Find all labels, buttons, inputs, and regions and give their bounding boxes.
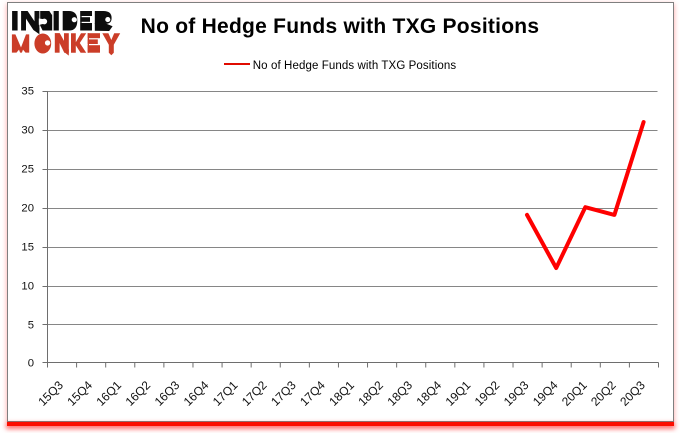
svg-text:0: 0 (28, 358, 34, 370)
svg-text:16Q1: 16Q1 (94, 378, 125, 409)
svg-text:16Q2: 16Q2 (123, 378, 154, 409)
svg-text:20Q1: 20Q1 (559, 378, 590, 409)
svg-text:19Q1: 19Q1 (443, 378, 474, 409)
svg-text:15: 15 (21, 242, 34, 254)
svg-text:25: 25 (21, 164, 34, 176)
svg-text:30: 30 (21, 125, 34, 137)
svg-text:20: 20 (21, 203, 34, 215)
svg-text:10: 10 (21, 281, 34, 293)
svg-text:17Q4: 17Q4 (297, 378, 328, 409)
svg-text:16Q4: 16Q4 (181, 378, 212, 409)
svg-text:17Q1: 17Q1 (210, 378, 241, 409)
svg-text:19Q4: 19Q4 (530, 378, 561, 409)
svg-text:35: 35 (21, 86, 34, 98)
svg-text:19Q2: 19Q2 (472, 378, 503, 409)
svg-text:18Q1: 18Q1 (326, 378, 357, 409)
svg-text:18Q2: 18Q2 (355, 378, 386, 409)
svg-text:15Q3: 15Q3 (35, 378, 66, 409)
svg-text:17Q3: 17Q3 (268, 378, 299, 409)
svg-text:15Q4: 15Q4 (64, 378, 95, 409)
svg-text:19Q3: 19Q3 (501, 378, 532, 409)
svg-text:20Q2: 20Q2 (588, 378, 619, 409)
svg-text:5: 5 (28, 320, 34, 332)
svg-text:18Q3: 18Q3 (384, 378, 415, 409)
svg-text:16Q3: 16Q3 (152, 378, 183, 409)
svg-text:17Q2: 17Q2 (239, 378, 270, 409)
svg-text:20Q3: 20Q3 (617, 378, 648, 409)
svg-text:18Q4: 18Q4 (414, 378, 445, 409)
